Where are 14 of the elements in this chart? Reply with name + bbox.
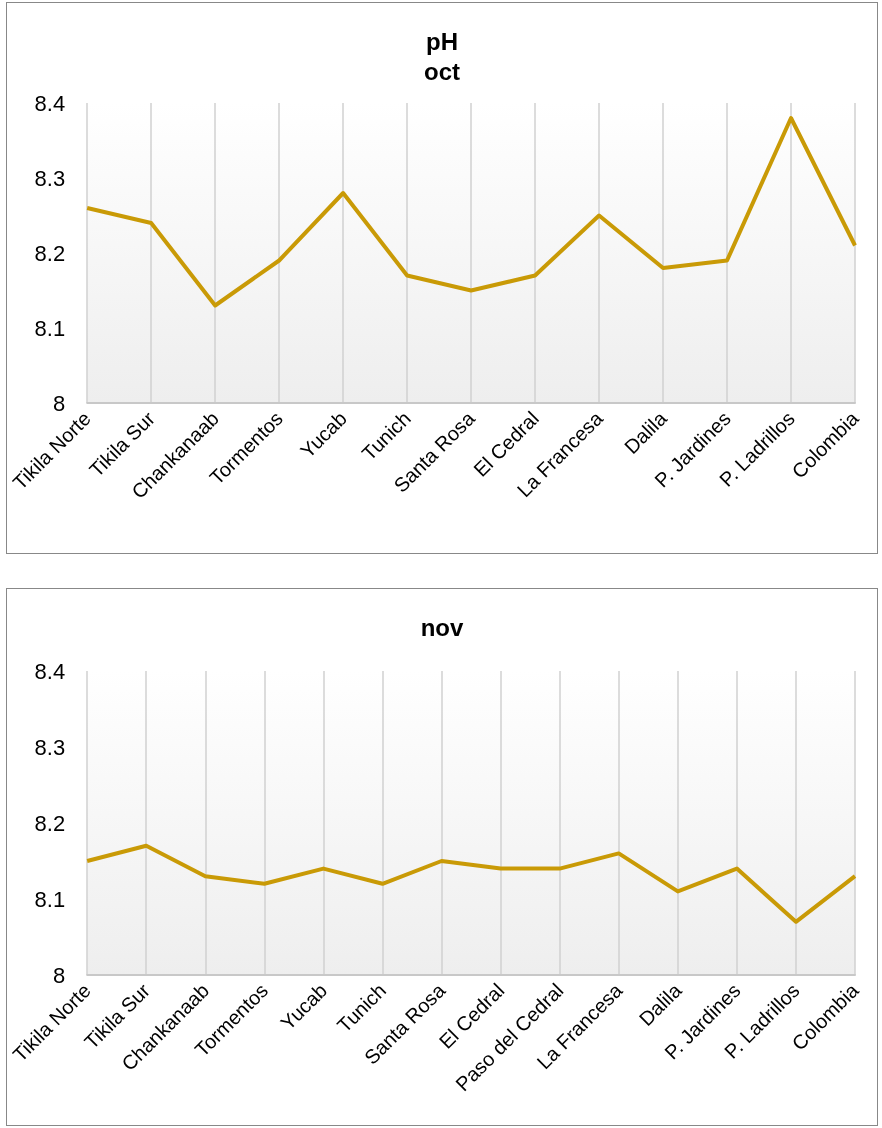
y-tick-label: 8.1 bbox=[34, 315, 66, 341]
y-tick-label: 8.1 bbox=[34, 886, 66, 912]
y-tick-label: 8 bbox=[52, 390, 66, 416]
line-series bbox=[85, 116, 857, 308]
chart-title: nov bbox=[420, 613, 464, 641]
y-tick-label: 8.4 bbox=[34, 658, 66, 684]
y-tick-label: 8.3 bbox=[34, 734, 66, 760]
y-tick-label: 8.2 bbox=[34, 240, 66, 266]
y-tick-label: 8.4 bbox=[34, 90, 66, 116]
y-tick-label: 8.2 bbox=[34, 810, 66, 836]
y-tick-label: 8 bbox=[52, 962, 66, 988]
y-tick-label: 8.3 bbox=[34, 165, 66, 191]
line-series bbox=[85, 843, 857, 924]
chart-title: pH oct bbox=[424, 27, 461, 85]
